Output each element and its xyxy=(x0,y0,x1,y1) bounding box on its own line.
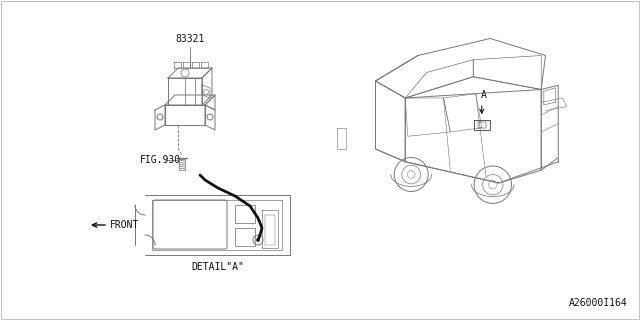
Text: A: A xyxy=(481,90,486,100)
Text: A26000I164: A26000I164 xyxy=(569,298,628,308)
Text: FIG.930: FIG.930 xyxy=(140,155,181,165)
Text: FRONT: FRONT xyxy=(110,220,140,230)
Text: 83321: 83321 xyxy=(175,34,205,44)
Text: DETAIL"A": DETAIL"A" xyxy=(191,262,244,272)
Circle shape xyxy=(257,238,259,242)
